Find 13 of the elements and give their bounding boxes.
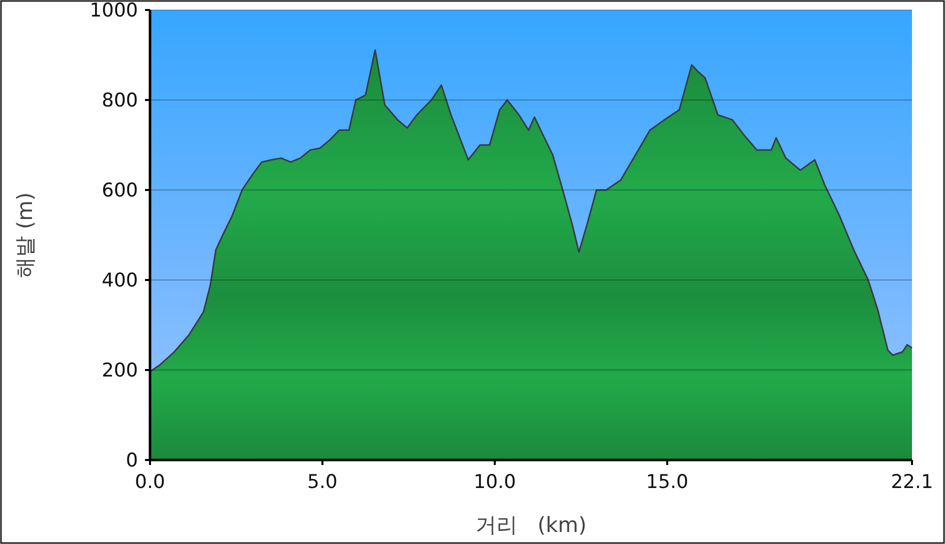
y-tick-label: 800: [102, 90, 138, 112]
y-tick-label: 0: [126, 450, 138, 472]
y-tick-label: 400: [102, 270, 138, 292]
y-tick-label: 1000: [90, 0, 138, 22]
x-tick-label: 5.0: [307, 471, 338, 493]
x-tick-label: 15.0: [646, 471, 688, 493]
y-tick-label: 600: [102, 180, 138, 202]
y-tick-label: 200: [102, 360, 138, 382]
x-tick-label: 22.1: [890, 471, 934, 493]
x-tick-label: 10.0: [474, 471, 516, 493]
x-tick-label: 0.0: [134, 471, 166, 493]
x-axis-title: 거리 (km): [475, 513, 587, 537]
y-axis-title: 해발 (m): [13, 192, 37, 278]
